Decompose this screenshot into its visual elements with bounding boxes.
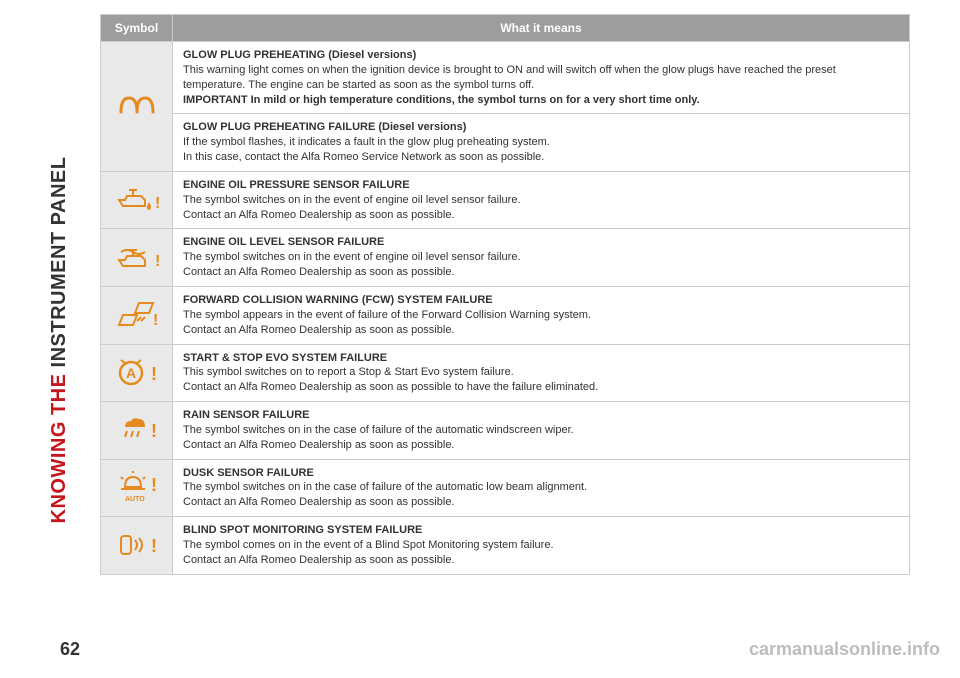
row-title: RAIN SENSOR FAILURE <box>183 408 899 423</box>
desc-cell: ENGINE OIL PRESSURE SENSOR FAILURE The s… <box>173 171 910 229</box>
symbol-cell-oil-pressure: ! <box>101 171 173 229</box>
start-stop-icon: A ! <box>115 358 159 388</box>
svg-text:!: ! <box>151 475 157 495</box>
fcw-icon: ! <box>115 299 159 331</box>
svg-text:!: ! <box>151 536 157 556</box>
section-title-part2: INSTRUMENT PANEL <box>48 157 70 368</box>
table-row: ! RAIN SENSOR FAILURE The symbol switche… <box>101 402 910 460</box>
dusk-sensor-icon: AUTO ! <box>115 471 159 505</box>
table-row: GLOW PLUG PREHEATING FAILURE (Diesel ver… <box>101 114 910 172</box>
footer-link: carmanualsonline.info <box>749 639 940 660</box>
symbol-cell-bsm: ! <box>101 517 173 575</box>
row-body: The symbol switches on in the case of fa… <box>183 423 899 453</box>
section-title-part1: KNOWING THE <box>48 367 70 523</box>
row-title: FORWARD COLLISION WARNING (FCW) SYSTEM F… <box>183 293 899 308</box>
svg-text:AUTO: AUTO <box>125 496 145 503</box>
oil-level-icon: ! <box>115 244 159 272</box>
symbol-cell-dusk: AUTO ! <box>101 459 173 517</box>
row-body: If the symbol flashes, it indicates a fa… <box>183 135 899 165</box>
desc-cell: DUSK SENSOR FAILURE The symbol switches … <box>173 459 910 517</box>
symbol-cell-rain: ! <box>101 402 173 460</box>
oil-pressure-icon: ! <box>115 186 159 214</box>
row-title: DUSK SENSOR FAILURE <box>183 466 899 481</box>
table-row: ! BLIND SPOT MONITORING SYSTEM FAILURE T… <box>101 517 910 575</box>
section-title: KNOWING THE INSTRUMENT PANEL <box>48 157 71 524</box>
symbol-cell-fcw: ! <box>101 286 173 344</box>
svg-text:A: A <box>125 365 135 381</box>
table-row: ! FORWARD COLLISION WARNING (FCW) SYSTEM… <box>101 286 910 344</box>
table-row: ! ENGINE OIL LEVEL SENSOR FAILURE The sy… <box>101 229 910 287</box>
row-important: IMPORTANT In mild or high temperature co… <box>183 93 899 108</box>
row-body: The symbol switches on in the case of fa… <box>183 480 899 510</box>
svg-text:!: ! <box>151 421 157 441</box>
important-label: IMPORTANT In mild or high temperature co… <box>183 94 700 106</box>
row-title: GLOW PLUG PREHEATING (Diesel versions) <box>183 48 899 63</box>
svg-text:!: ! <box>151 364 157 384</box>
rain-sensor-icon: ! <box>115 415 159 445</box>
row-body: The symbol switches on in the event of e… <box>183 250 899 280</box>
row-title: ENGINE OIL PRESSURE SENSOR FAILURE <box>183 178 899 193</box>
row-body: This warning light comes on when the ign… <box>183 63 899 93</box>
svg-text:!: ! <box>155 195 159 212</box>
page-number: 62 <box>60 639 80 660</box>
row-title: BLIND SPOT MONITORING SYSTEM FAILURE <box>183 523 899 538</box>
row-title: START & STOP EVO SYSTEM FAILURE <box>183 351 899 366</box>
header-meaning: What it means <box>173 15 910 42</box>
row-body: This symbol switches on to report a Stop… <box>183 365 899 395</box>
desc-cell: FORWARD COLLISION WARNING (FCW) SYSTEM F… <box>173 286 910 344</box>
symbols-table: Symbol What it means GLOW PLUG PREHEATIN… <box>100 14 910 575</box>
row-title: GLOW PLUG PREHEATING FAILURE (Diesel ver… <box>183 120 899 135</box>
row-title: ENGINE OIL LEVEL SENSOR FAILURE <box>183 235 899 250</box>
row-body: The symbol switches on in the event of e… <box>183 193 899 223</box>
glowplug-icon <box>115 92 159 120</box>
desc-cell: GLOW PLUG PREHEATING (Diesel versions) T… <box>173 42 910 114</box>
table-row: AUTO ! DUSK SENSOR FAILURE The symbol sw… <box>101 459 910 517</box>
desc-cell: ENGINE OIL LEVEL SENSOR FAILURE The symb… <box>173 229 910 287</box>
row-body: The symbol comes on in the event of a Bl… <box>183 538 899 568</box>
table-row: A ! START & STOP EVO SYSTEM FAILURE This… <box>101 344 910 402</box>
svg-text:!: ! <box>155 253 159 270</box>
symbol-cell-glowplug <box>101 42 173 172</box>
table-row: GLOW PLUG PREHEATING (Diesel versions) T… <box>101 42 910 114</box>
symbol-cell-oil-level: ! <box>101 229 173 287</box>
row-body: The symbol appears in the event of failu… <box>183 308 899 338</box>
svg-text:!: ! <box>153 312 158 329</box>
table-row: ! ENGINE OIL PRESSURE SENSOR FAILURE The… <box>101 171 910 229</box>
header-symbol: Symbol <box>101 15 173 42</box>
content-area: Symbol What it means GLOW PLUG PREHEATIN… <box>100 14 910 575</box>
bsm-icon: ! <box>115 530 159 560</box>
desc-cell: BLIND SPOT MONITORING SYSTEM FAILURE The… <box>173 517 910 575</box>
symbol-cell-start-stop: A ! <box>101 344 173 402</box>
desc-cell: GLOW PLUG PREHEATING FAILURE (Diesel ver… <box>173 114 910 172</box>
desc-cell: START & STOP EVO SYSTEM FAILURE This sym… <box>173 344 910 402</box>
desc-cell: RAIN SENSOR FAILURE The symbol switches … <box>173 402 910 460</box>
